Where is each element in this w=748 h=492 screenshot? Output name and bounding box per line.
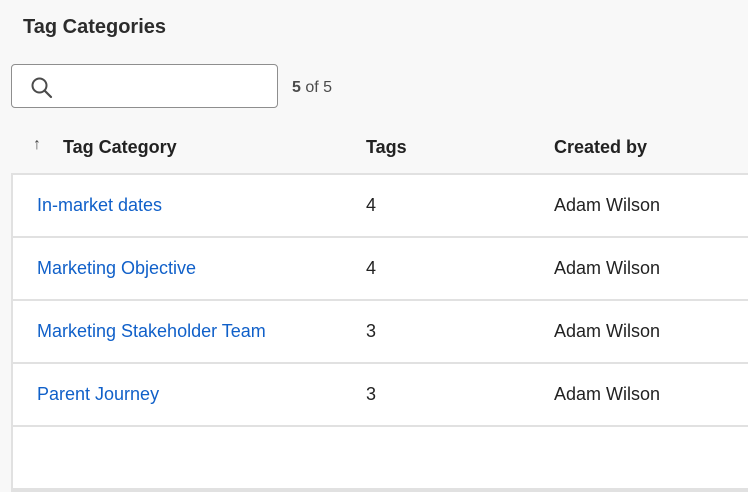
search-input[interactable] [64, 73, 268, 101]
category-link[interactable]: In-market dates [37, 195, 163, 215]
table-row[interactable]: In-market dates 4 Adam Wilson [13, 175, 748, 238]
tags-count: 3 [366, 321, 377, 341]
column-header-tag-category[interactable]: Tag Category [63, 137, 177, 157]
tag-categories-table: In-market dates 4 Adam Wilson Marketing Ob… [11, 173, 748, 492]
category-link[interactable]: Marketing Stakeholder Team [37, 321, 266, 341]
page-title: Tag Categories [23, 16, 166, 38]
created-by: Adam Wilson [554, 258, 661, 278]
table-row[interactable] [13, 427, 748, 490]
created-by: Adam Wilson [554, 384, 661, 404]
column-header-tags[interactable]: Tags [366, 137, 407, 157]
created-by: Adam Wilson [554, 195, 661, 215]
table-row[interactable]: Parent Journey 3 Adam Wilson [13, 364, 748, 427]
table-row[interactable]: Marketing Stakeholder Team 3 Adam Wilson [13, 301, 748, 364]
tags-count: 4 [366, 258, 377, 278]
tags-count: 4 [366, 195, 377, 215]
tags-count: 3 [366, 384, 377, 404]
table-row[interactable]: Marketing Objective 4 Adam Wilson [13, 238, 748, 301]
result-count: 5 of 5 [292, 79, 332, 97]
arrow-up-icon[interactable]: ↑ [33, 136, 41, 153]
count-total: of 5 [300, 79, 333, 96]
column-header-created-by[interactable]: Created by [554, 137, 648, 157]
category-link[interactable]: Parent Journey [37, 384, 160, 404]
search-icon [31, 77, 53, 99]
created-by: Adam Wilson [554, 321, 661, 341]
search-field[interactable] [11, 64, 278, 108]
category-link[interactable]: Marketing Objective [37, 258, 197, 278]
count-shown: 5 [292, 79, 301, 96]
